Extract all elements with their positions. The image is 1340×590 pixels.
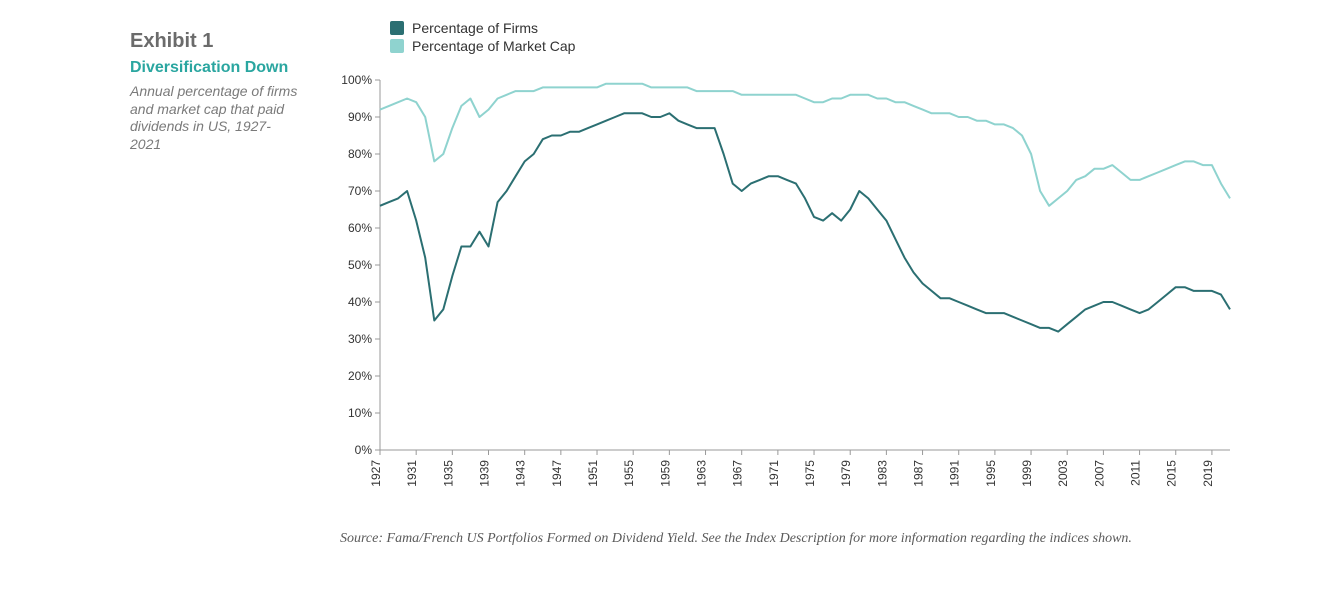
svg-text:90%: 90%	[348, 110, 372, 124]
exhibit-description: Annual percentage of firms and market ca…	[130, 83, 300, 153]
exhibit-title: Diversification Down	[130, 59, 300, 77]
svg-text:10%: 10%	[348, 406, 372, 420]
legend-item-marketcap: Percentage of Market Cap	[390, 38, 575, 54]
legend-swatch-icon	[390, 39, 404, 53]
svg-text:1987: 1987	[912, 460, 926, 487]
chart-area: Percentage of Firms Percentage of Market…	[340, 20, 1240, 500]
line-chart: 0% 10% 20% 30% 40% 50% 60% 70% 80% 90% 100% 1927 193…	[340, 20, 1240, 500]
svg-text:50%: 50%	[348, 258, 372, 272]
svg-text:1995: 1995	[984, 460, 998, 487]
svg-text:1979: 1979	[839, 460, 853, 487]
exhibit-sidebar: Exhibit 1 Diversification Down Annual pe…	[130, 30, 300, 153]
svg-text:2003: 2003	[1056, 460, 1070, 487]
svg-text:1935: 1935	[441, 460, 455, 487]
svg-text:2007: 2007	[1092, 460, 1106, 487]
exhibit-number: Exhibit 1	[130, 30, 300, 53]
svg-text:1991: 1991	[948, 460, 962, 487]
svg-text:20%: 20%	[348, 369, 372, 383]
svg-text:70%: 70%	[348, 184, 372, 198]
svg-text:1999: 1999	[1020, 460, 1034, 487]
svg-text:30%: 30%	[348, 332, 372, 346]
svg-text:80%: 80%	[348, 147, 372, 161]
legend-label: Percentage of Market Cap	[412, 38, 575, 54]
svg-text:1975: 1975	[803, 460, 817, 487]
svg-text:40%: 40%	[348, 295, 372, 309]
source-note: Source: Fama/French US Portfolios Formed…	[340, 530, 1220, 549]
svg-text:1963: 1963	[695, 460, 709, 487]
svg-text:1983: 1983	[875, 460, 889, 487]
svg-text:1967: 1967	[731, 460, 745, 487]
svg-text:1927: 1927	[369, 460, 383, 487]
svg-text:100%: 100%	[341, 73, 372, 87]
chart-legend: Percentage of Firms Percentage of Market…	[390, 20, 575, 56]
svg-text:2011: 2011	[1129, 460, 1143, 486]
svg-text:0%: 0%	[355, 443, 373, 457]
svg-text:2019: 2019	[1201, 460, 1215, 487]
svg-text:1931: 1931	[405, 460, 419, 487]
legend-label: Percentage of Firms	[412, 20, 538, 36]
legend-swatch-icon	[390, 21, 404, 35]
svg-text:1959: 1959	[658, 460, 672, 487]
exhibit-container: Exhibit 1 Diversification Down Annual pe…	[0, 0, 1340, 590]
svg-text:1971: 1971	[767, 460, 781, 487]
legend-item-firms: Percentage of Firms	[390, 20, 575, 36]
svg-text:2015: 2015	[1165, 460, 1179, 487]
svg-text:1951: 1951	[586, 460, 600, 487]
svg-text:1955: 1955	[622, 460, 636, 487]
svg-text:1939: 1939	[478, 460, 492, 487]
svg-text:60%: 60%	[348, 221, 372, 235]
svg-text:1943: 1943	[514, 460, 528, 487]
svg-text:1947: 1947	[550, 460, 564, 487]
